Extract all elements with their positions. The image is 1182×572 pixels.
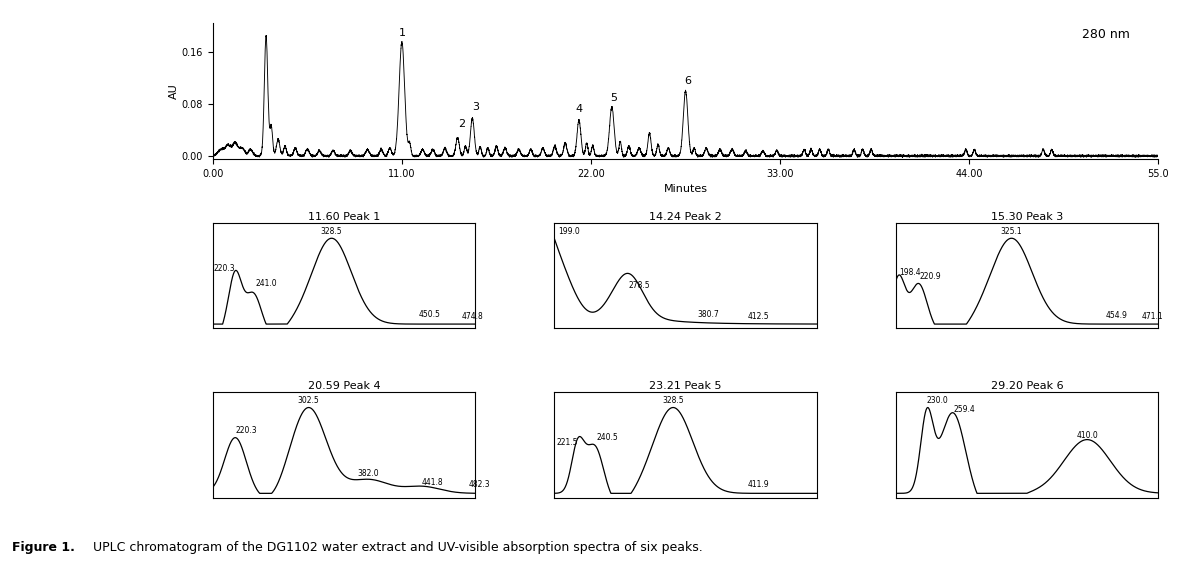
- Text: 259.4: 259.4: [953, 406, 975, 414]
- Text: 328.5: 328.5: [320, 227, 343, 236]
- Text: 410.0: 410.0: [1077, 431, 1098, 440]
- Text: 5: 5: [610, 93, 617, 102]
- Text: 474.8: 474.8: [462, 312, 483, 321]
- Text: 241.0: 241.0: [255, 279, 277, 288]
- Text: 198.4: 198.4: [898, 268, 921, 277]
- Text: 220.3: 220.3: [214, 264, 235, 273]
- Text: 382.0: 382.0: [358, 469, 379, 478]
- Text: 441.8: 441.8: [422, 478, 443, 487]
- Text: 220.9: 220.9: [920, 272, 941, 281]
- Text: 230.0: 230.0: [927, 396, 949, 405]
- Text: 2: 2: [459, 118, 466, 129]
- Title: 14.24 Peak 2: 14.24 Peak 2: [649, 212, 722, 222]
- Title: 29.20 Peak 6: 29.20 Peak 6: [991, 382, 1064, 391]
- Text: 380.7: 380.7: [697, 310, 720, 319]
- Title: 11.60 Peak 1: 11.60 Peak 1: [309, 212, 381, 222]
- Text: 199.0: 199.0: [558, 227, 579, 236]
- Title: 20.59 Peak 4: 20.59 Peak 4: [307, 382, 381, 391]
- Text: 280 nm: 280 nm: [1082, 29, 1130, 41]
- Text: 6: 6: [683, 76, 690, 86]
- Title: 23.21 Peak 5: 23.21 Peak 5: [649, 382, 722, 391]
- Text: 325.1: 325.1: [1001, 227, 1022, 236]
- Text: 328.5: 328.5: [662, 396, 684, 405]
- X-axis label: Minutes: Minutes: [663, 184, 708, 194]
- Text: 482.3: 482.3: [468, 480, 491, 489]
- Text: 220.3: 220.3: [235, 426, 256, 435]
- Text: 454.9: 454.9: [1105, 311, 1128, 320]
- Text: 412.5: 412.5: [748, 312, 769, 321]
- Text: 240.5: 240.5: [597, 433, 618, 442]
- Text: 4: 4: [576, 104, 583, 114]
- Text: 411.9: 411.9: [747, 480, 769, 489]
- Text: 450.5: 450.5: [418, 310, 440, 319]
- Text: 3: 3: [473, 102, 480, 112]
- Title: 15.30 Peak 3: 15.30 Peak 3: [991, 212, 1063, 222]
- Y-axis label: AU: AU: [169, 83, 178, 99]
- Text: 221.5: 221.5: [557, 438, 578, 447]
- Text: 1: 1: [398, 28, 405, 38]
- Text: UPLC chromatogram of the DG1102 water extract and UV-visible absorption spectra : UPLC chromatogram of the DG1102 water ex…: [89, 541, 702, 554]
- Text: Figure 1.: Figure 1.: [12, 541, 74, 554]
- Text: 302.5: 302.5: [298, 396, 319, 405]
- Text: 471.1: 471.1: [1142, 312, 1163, 321]
- Text: 278.5: 278.5: [629, 281, 650, 290]
